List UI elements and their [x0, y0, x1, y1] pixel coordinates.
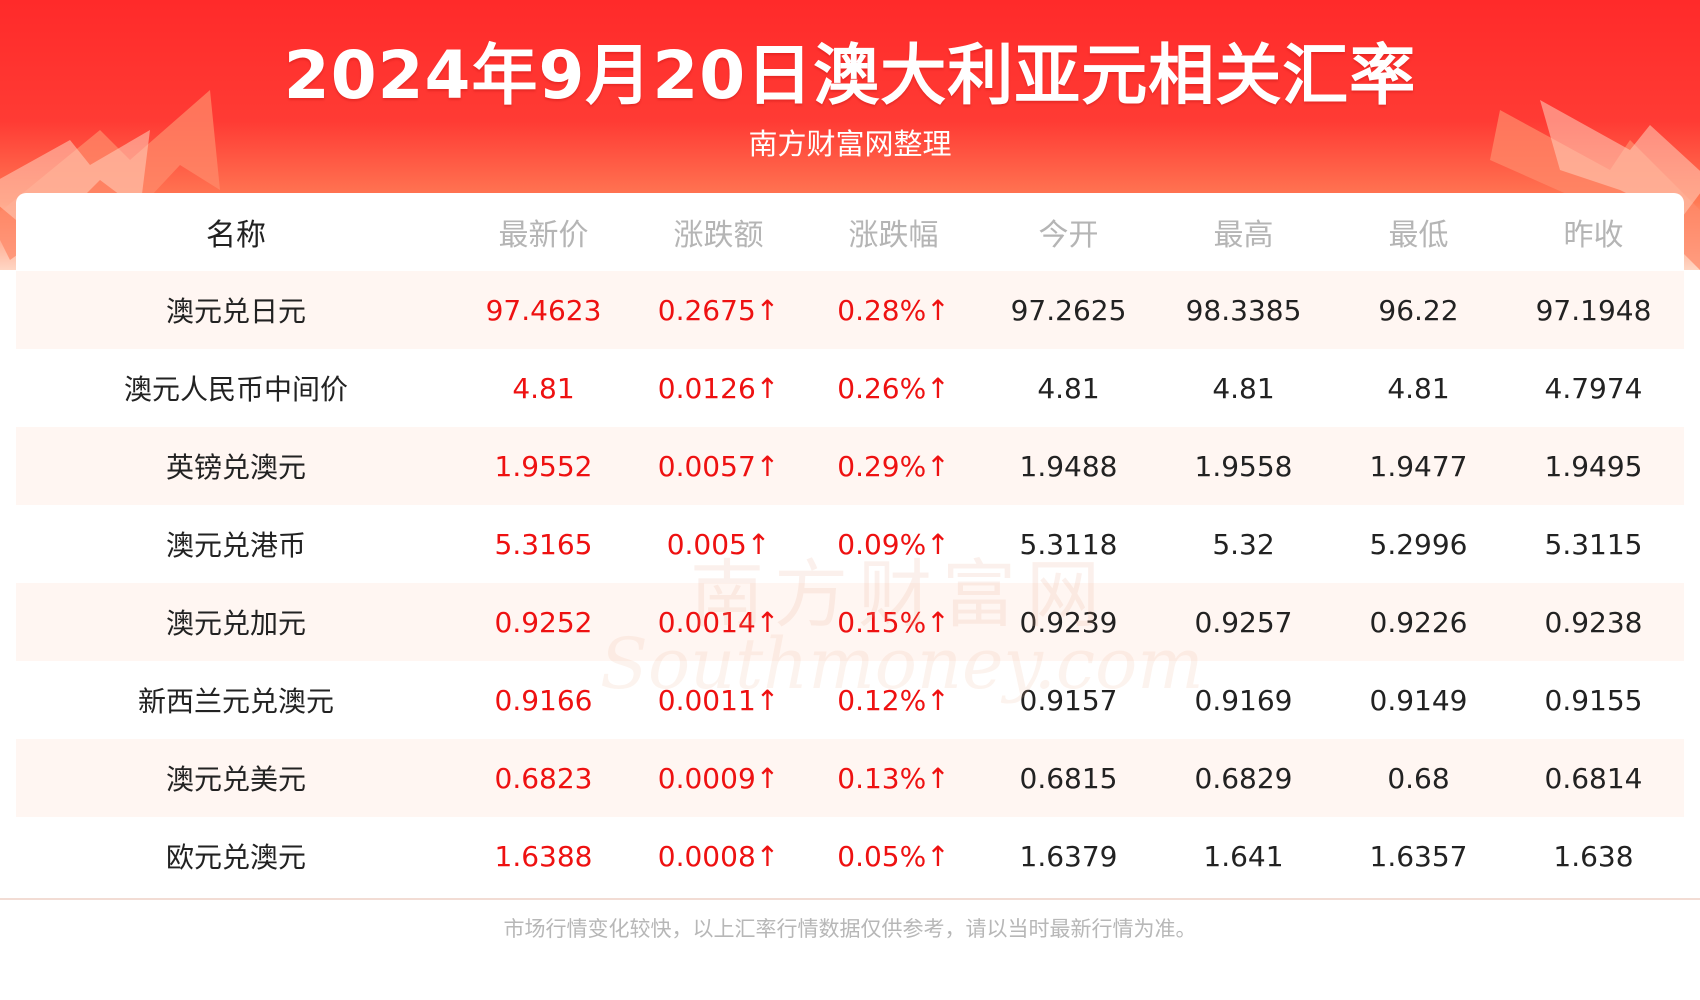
- pair-name-cell: 澳元兑加元: [165, 607, 306, 640]
- value-cell: 0.13%↑: [837, 761, 950, 795]
- value-cell: 0.005↑: [666, 527, 771, 561]
- value-cell: 0.29%↑: [837, 449, 950, 483]
- column-header: 最高: [1213, 218, 1274, 253]
- column-header: 今开: [1038, 218, 1099, 253]
- value-cell: 5.3115: [1544, 527, 1643, 561]
- pair-name-cell: 欧元兑澳元: [165, 841, 306, 874]
- value-cell: 97.1948: [1535, 293, 1652, 327]
- value-cell: 0.9149: [1369, 683, 1468, 717]
- value-cell: 1.638: [1553, 839, 1634, 873]
- value-cell: 1.9477: [1369, 449, 1468, 483]
- value-cell: 0.9157: [1019, 683, 1118, 717]
- column-header: 最低: [1388, 218, 1449, 253]
- value-cell: 5.3118: [1019, 527, 1118, 561]
- value-cell: 0.0057↑: [657, 449, 780, 483]
- value-cell: 1.9558: [1194, 449, 1293, 483]
- table-row: 澳元兑美元 0.6823 0.0009↑ 0.13%↑ 0.6815 0.6829 0.68…: [16, 739, 1684, 817]
- table-row: 澳元兑港币 5.3165 0.005↑ 0.09%↑ 5.3118 5.32 5.2996 5…: [16, 505, 1684, 583]
- table-row: 澳元兑加元 0.9252 0.0014↑ 0.15%↑ 0.9239 0.9257 0.92…: [16, 583, 1684, 661]
- value-cell: 0.09%↑: [837, 527, 950, 561]
- value-cell: 97.2625: [1010, 293, 1127, 327]
- table-row: 欧元兑澳元 1.6388 0.0008↑ 0.05%↑ 1.6379 1.641 1.635…: [16, 817, 1684, 895]
- value-cell: 1.6357: [1369, 839, 1468, 873]
- table-row: 澳元兑日元 97.4623 0.2675↑ 0.28%↑ 97.2625 98.3385 9…: [16, 271, 1684, 349]
- value-cell: 0.6823: [494, 761, 593, 795]
- value-cell: 0.2675↑: [657, 293, 780, 327]
- value-cell: 0.12%↑: [837, 683, 950, 717]
- value-cell: 4.81: [1387, 371, 1450, 405]
- value-cell: 0.0009↑: [657, 761, 780, 795]
- value-cell: 0.0008↑: [657, 839, 780, 873]
- value-cell: 5.3165: [494, 527, 593, 561]
- value-cell: 0.0011↑: [657, 683, 780, 717]
- column-header: 名称: [206, 218, 266, 253]
- value-cell: 1.9495: [1544, 449, 1643, 483]
- divider: [0, 898, 1700, 900]
- value-cell: 1.9552: [494, 449, 593, 483]
- value-cell: 0.68: [1387, 761, 1450, 795]
- page-subtitle: 南方财富网整理: [748, 127, 952, 161]
- value-cell: 0.9166: [494, 683, 593, 717]
- pair-name-cell: 澳元兑日元: [165, 295, 306, 328]
- value-cell: 0.6815: [1019, 761, 1118, 795]
- value-cell: 0.15%↑: [837, 605, 950, 639]
- value-cell: 98.3385: [1185, 293, 1302, 327]
- pair-name-cell: 澳元兑美元: [165, 763, 306, 796]
- value-cell: 4.81: [1037, 371, 1100, 405]
- value-cell: 0.05%↑: [837, 839, 950, 873]
- value-cell: 0.0014↑: [657, 605, 780, 639]
- value-cell: 0.6814: [1544, 761, 1643, 795]
- column-header: 昨收: [1563, 218, 1624, 253]
- value-cell: 0.9239: [1019, 605, 1118, 639]
- table-row: 英镑兑澳元 1.9552 0.0057↑ 0.29%↑ 1.9488 1.9558 1.94…: [16, 427, 1684, 505]
- value-cell: 4.81: [1212, 371, 1275, 405]
- value-cell: 5.32: [1212, 527, 1275, 561]
- value-cell: 0.26%↑: [837, 371, 950, 405]
- table-row: 澳元人民币中间价 4.81 0.0126↑ 0.26%↑ 4.81 4.81 4.81 4.7…: [16, 349, 1684, 427]
- table-header: 名称 最新价 涨跌额 涨跌幅 今开 最高 最低 昨收: [16, 193, 1684, 271]
- value-cell: 1.641: [1203, 839, 1284, 873]
- table-body: 澳元兑日元 97.4623 0.2675↑ 0.28%↑ 97.2625 98.3385 9…: [16, 271, 1684, 895]
- value-cell: 0.9226: [1369, 605, 1468, 639]
- pair-name-cell: 英镑兑澳元: [165, 451, 306, 484]
- value-cell: 4.7974: [1544, 371, 1643, 405]
- value-cell: 0.9169: [1194, 683, 1293, 717]
- value-cell: 5.2996: [1369, 527, 1468, 561]
- value-cell: 1.6379: [1019, 839, 1118, 873]
- pair-name-cell: 新西兰元兑澳元: [137, 685, 334, 718]
- page-title: 2024年9月20日澳大利亚元相关汇率: [283, 37, 1417, 114]
- value-cell: 0.9252: [494, 605, 593, 639]
- column-header: 最新价: [498, 218, 589, 253]
- value-cell: 1.9488: [1019, 449, 1118, 483]
- pair-name-cell: 澳元兑港币: [165, 529, 306, 562]
- value-cell: 0.6829: [1194, 761, 1293, 795]
- value-cell: 0.9155: [1544, 683, 1643, 717]
- column-header: 涨跌幅: [848, 218, 939, 253]
- pair-name-cell: 澳元人民币中间价: [123, 373, 348, 406]
- value-cell: 97.4623: [485, 293, 602, 327]
- value-cell: 0.28%↑: [837, 293, 950, 327]
- value-cell: 0.9238: [1544, 605, 1643, 639]
- value-cell: 4.81: [512, 371, 575, 405]
- footer-disclaimer: 市场行情变化较快，以上汇率行情数据仅供参考，请以当时最新行情为准。: [503, 917, 1197, 941]
- rates-table: 名称 最新价 涨跌额 涨跌幅 今开 最高 最低 昨收 澳元兑日元 97.4623 0…: [16, 193, 1684, 900]
- value-cell: 0.9257: [1194, 605, 1293, 639]
- value-cell: 96.22: [1378, 293, 1459, 327]
- column-header: 涨跌额: [673, 218, 764, 253]
- table-row: 新西兰元兑澳元 0.9166 0.0011↑ 0.12%↑ 0.9157 0.9169 0.…: [16, 661, 1684, 739]
- value-cell: 1.6388: [494, 839, 593, 873]
- value-cell: 0.0126↑: [657, 371, 780, 405]
